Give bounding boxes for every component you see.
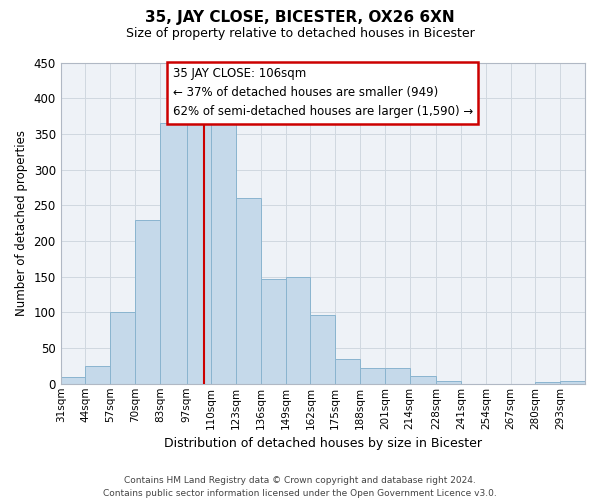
- Bar: [286, 276, 310, 384]
- Text: Size of property relative to detached houses in Bicester: Size of property relative to detached ho…: [125, 28, 475, 40]
- Bar: [160, 123, 187, 384]
- Bar: [335, 359, 360, 384]
- Bar: [61, 376, 85, 384]
- Text: 35 JAY CLOSE: 106sqm
← 37% of detached houses are smaller (949)
62% of semi-deta: 35 JAY CLOSE: 106sqm ← 37% of detached h…: [173, 68, 473, 118]
- Bar: [261, 279, 286, 384]
- Bar: [560, 381, 585, 384]
- Bar: [310, 314, 335, 384]
- Bar: [535, 382, 560, 384]
- Bar: [360, 368, 385, 384]
- Bar: [410, 376, 436, 384]
- Bar: [236, 198, 261, 384]
- X-axis label: Distribution of detached houses by size in Bicester: Distribution of detached houses by size …: [164, 437, 482, 450]
- Text: 35, JAY CLOSE, BICESTER, OX26 6XN: 35, JAY CLOSE, BICESTER, OX26 6XN: [145, 10, 455, 25]
- Text: Contains HM Land Registry data © Crown copyright and database right 2024.
Contai: Contains HM Land Registry data © Crown c…: [103, 476, 497, 498]
- Bar: [110, 312, 135, 384]
- Bar: [436, 381, 461, 384]
- Bar: [385, 368, 410, 384]
- Y-axis label: Number of detached properties: Number of detached properties: [15, 130, 28, 316]
- Bar: [135, 220, 160, 384]
- Bar: [85, 366, 110, 384]
- Bar: [211, 116, 236, 384]
- Bar: [187, 120, 211, 384]
